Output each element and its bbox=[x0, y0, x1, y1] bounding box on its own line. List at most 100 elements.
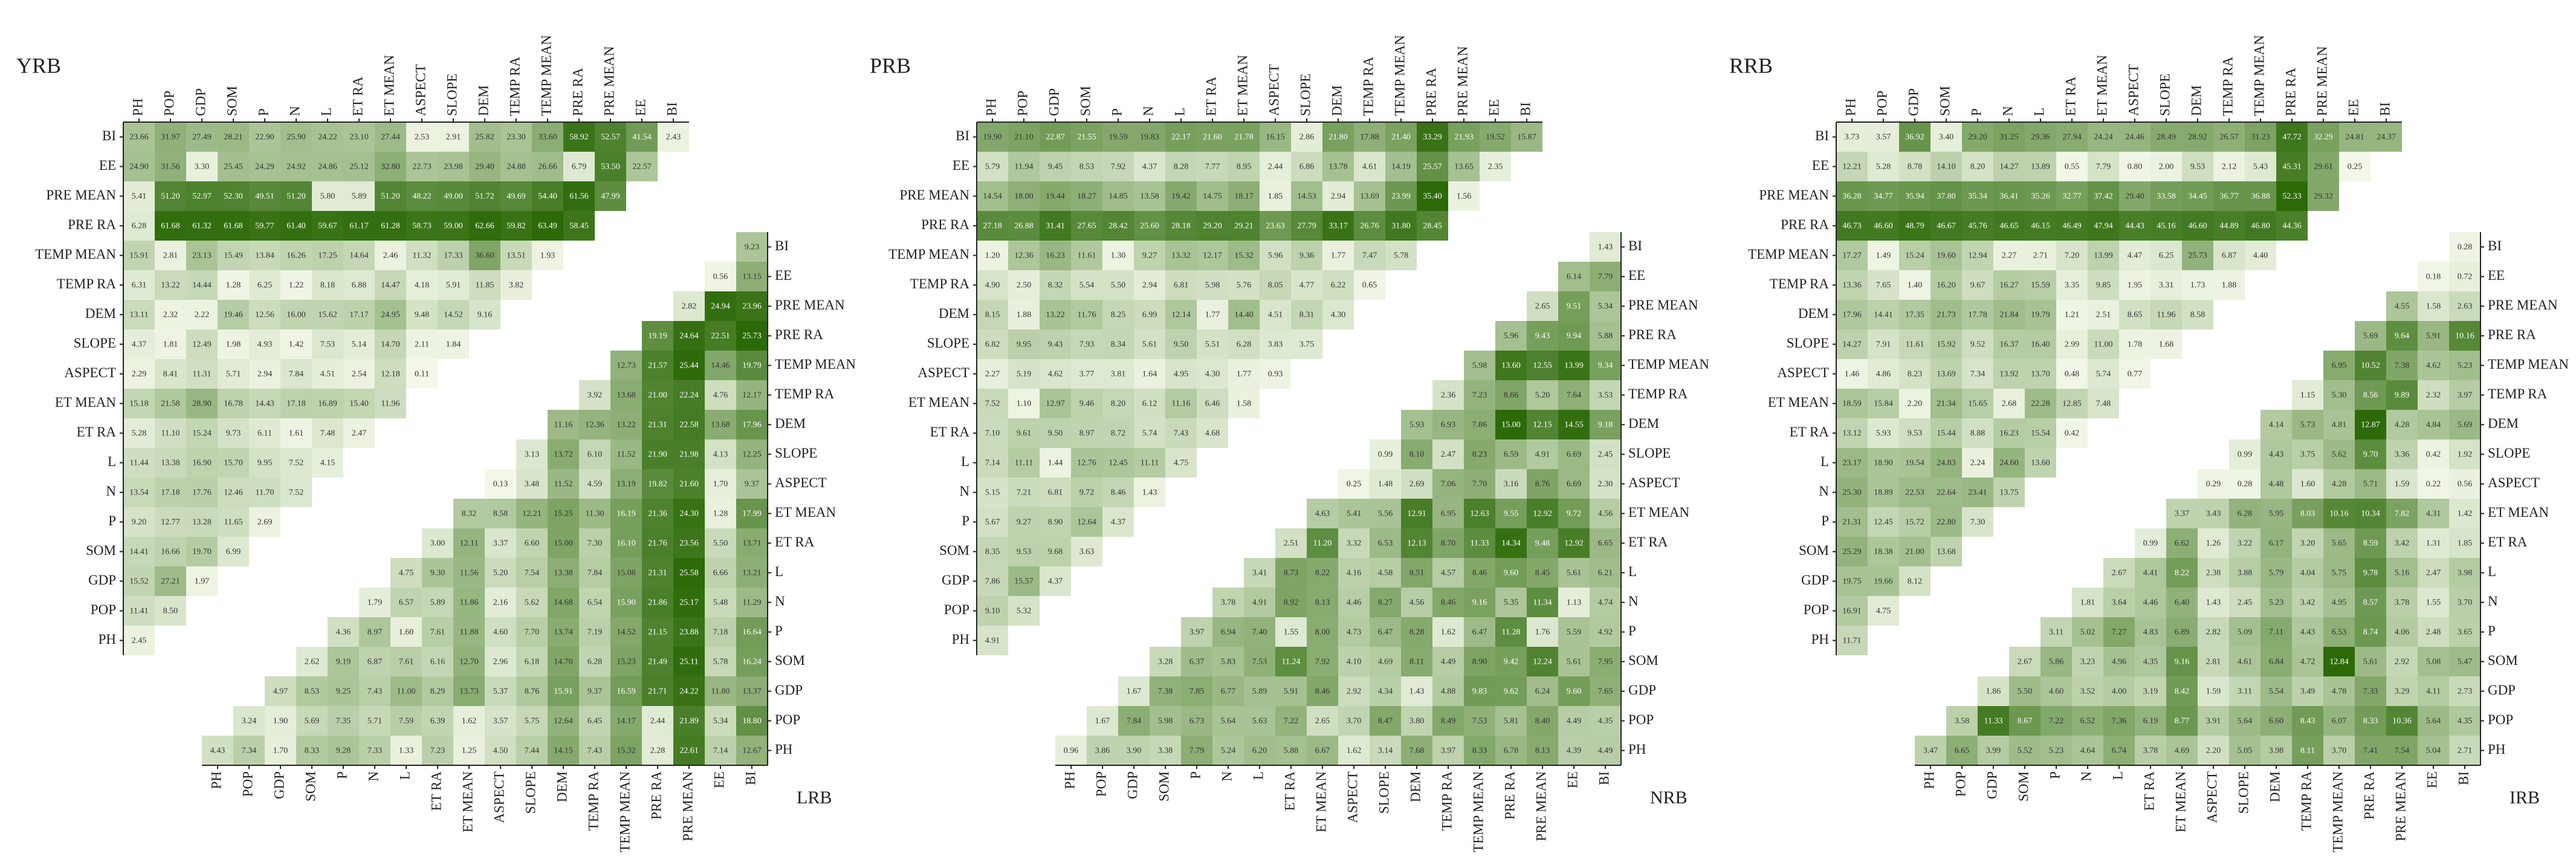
cell-label: 5.65 bbox=[2332, 539, 2347, 548]
heat-cell bbox=[312, 389, 343, 418]
cell-label: 25.29 bbox=[1842, 548, 1862, 557]
heat-cell bbox=[548, 647, 579, 676]
heat-cell bbox=[328, 676, 359, 706]
cell-label: 3.23 bbox=[2080, 658, 2095, 667]
y-label: EE bbox=[2488, 268, 2505, 283]
x-label: SLOPE bbox=[1376, 771, 1391, 814]
heat-cell bbox=[1322, 300, 1354, 329]
heat-cell bbox=[375, 359, 406, 389]
cell-label: 6.28 bbox=[587, 658, 603, 667]
cell-label: 8.57 bbox=[2363, 598, 2378, 608]
heat-cell bbox=[1495, 410, 1527, 439]
heat-cell bbox=[2088, 300, 2119, 329]
heat-cell bbox=[2040, 676, 2072, 706]
cell-label: 4.28 bbox=[2395, 421, 2410, 430]
cell-label: 21.86 bbox=[648, 598, 667, 608]
heat-cell bbox=[1558, 351, 1590, 380]
heat-cell bbox=[1212, 736, 1244, 765]
heat-cell bbox=[1134, 329, 1165, 359]
heat-cell bbox=[1008, 152, 1040, 181]
cell-label: 5.69 bbox=[305, 717, 320, 726]
cell-label: 24.60 bbox=[1999, 459, 2019, 468]
cell-label: 14.34 bbox=[1501, 539, 1521, 548]
y-label: TEMP MEAN bbox=[1748, 247, 1829, 262]
cell-label: 3.13 bbox=[525, 450, 540, 459]
heat-cell bbox=[375, 270, 406, 300]
heat-cell bbox=[2418, 380, 2449, 410]
cell-label: 14.27 bbox=[1999, 163, 2019, 172]
heat-cell bbox=[2449, 321, 2481, 351]
heat-cell bbox=[1338, 528, 1370, 558]
heat-cell bbox=[1291, 181, 1322, 211]
cell-label: 1.22 bbox=[289, 281, 304, 290]
heat-cell bbox=[673, 647, 705, 676]
x-label: TEMP RA bbox=[2299, 771, 2314, 831]
cell-label: 16.59 bbox=[616, 687, 636, 696]
heat-cell bbox=[1511, 122, 1542, 152]
heat-cell bbox=[1432, 528, 1464, 558]
heat-cell bbox=[1385, 122, 1417, 152]
cell-label: 8.33 bbox=[2363, 717, 2378, 726]
cell-label: 1.42 bbox=[289, 340, 304, 349]
heat-cell bbox=[595, 122, 626, 152]
heat-cell bbox=[2245, 211, 2276, 241]
cell-label: 7.54 bbox=[2395, 747, 2410, 756]
heat-cell bbox=[673, 351, 705, 380]
heat-cell bbox=[1307, 499, 1338, 528]
heat-cell bbox=[312, 300, 343, 329]
y-label: ASPECT bbox=[775, 475, 827, 490]
cell-label: 1.13 bbox=[1567, 598, 1582, 608]
heat-cell bbox=[2260, 676, 2292, 706]
heat-cell bbox=[249, 329, 280, 359]
heat-cell bbox=[563, 181, 595, 211]
heat-cell bbox=[2025, 181, 2056, 211]
heat-cell bbox=[2166, 528, 2198, 558]
x-label: ET MEAN bbox=[460, 771, 475, 833]
cell-label: 9.95 bbox=[1017, 340, 1032, 349]
heat-cell bbox=[485, 676, 516, 706]
cell-label: 15.84 bbox=[1874, 400, 1893, 409]
cell-label: 8.03 bbox=[2300, 510, 2315, 519]
heat-cell bbox=[2323, 706, 2355, 736]
heat-cell bbox=[2260, 558, 2292, 588]
heat-cell bbox=[2386, 499, 2418, 528]
heat-cell bbox=[438, 241, 469, 270]
heat-cell bbox=[2229, 469, 2260, 499]
heat-cell bbox=[1962, 241, 1993, 270]
cell-label: 1.10 bbox=[1017, 400, 1032, 409]
y-label: P bbox=[108, 513, 116, 528]
heat-cell bbox=[1197, 211, 1228, 241]
heat-cell bbox=[375, 389, 406, 418]
cell-label: 6.94 bbox=[1221, 628, 1236, 637]
cell-label: 1.67 bbox=[1127, 687, 1142, 696]
cell-label: 0.99 bbox=[2238, 450, 2253, 459]
x-label: POP bbox=[1093, 771, 1108, 797]
cell-label: 6.81 bbox=[1048, 488, 1063, 497]
heat-cell bbox=[1464, 528, 1495, 558]
heat-cell bbox=[626, 122, 658, 152]
heat-cell bbox=[2150, 241, 2182, 270]
cell-label: 15.91 bbox=[554, 687, 573, 696]
heat-cell bbox=[343, 241, 375, 270]
x-label: L bbox=[1172, 108, 1187, 116]
cell-label: 8.33 bbox=[1472, 747, 1487, 756]
heat-cell bbox=[1291, 300, 1322, 329]
cell-label: 8.28 bbox=[1409, 628, 1425, 637]
cell-label: 8.23 bbox=[1908, 370, 1923, 379]
heat-cell bbox=[2072, 617, 2103, 647]
cell-label: 59.77 bbox=[255, 222, 274, 231]
heat-cell bbox=[1836, 329, 1868, 359]
heat-cell bbox=[1275, 706, 1307, 736]
heat-cell bbox=[977, 122, 1008, 152]
cell-label: 6.81 bbox=[1174, 281, 1189, 290]
heat-cell bbox=[1102, 478, 1134, 507]
cell-label: 4.84 bbox=[2426, 421, 2441, 430]
cell-label: 6.18 bbox=[525, 658, 540, 667]
heat-cell bbox=[2260, 499, 2292, 528]
heat-cell bbox=[1590, 676, 1621, 706]
cell-label: 13.89 bbox=[2031, 163, 2050, 172]
x-label: TEMP RA bbox=[586, 771, 601, 831]
cell-label: 8.43 bbox=[2300, 717, 2315, 726]
heat-cell bbox=[1212, 706, 1244, 736]
cell-label: 14.40 bbox=[1234, 311, 1254, 320]
